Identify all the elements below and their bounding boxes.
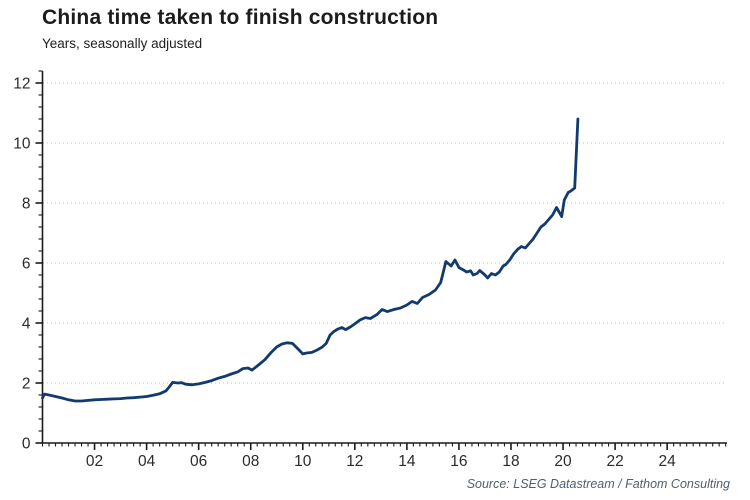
axes — [41, 71, 727, 444]
series-line — [41, 117, 580, 403]
svg-text:4: 4 — [22, 316, 31, 333]
svg-text:0: 0 — [22, 436, 31, 453]
svg-text:16: 16 — [450, 453, 467, 470]
svg-text:2: 2 — [22, 376, 31, 393]
svg-text:20: 20 — [554, 453, 572, 470]
page-title: China time taken to finish construction — [42, 6, 439, 29]
svg-text:8: 8 — [22, 196, 31, 213]
chart-header: China time taken to finish construction … — [42, 6, 438, 51]
svg-text:12: 12 — [346, 453, 363, 470]
y-tick-labels: 0 2 4 6 8 10 12 — [13, 76, 31, 453]
svg-text:10: 10 — [13, 136, 31, 153]
page-subtitle: Years, seasonally adjusted — [42, 36, 203, 51]
svg-text:24: 24 — [659, 453, 677, 470]
svg-text:02: 02 — [86, 453, 103, 470]
series — [41, 117, 580, 403]
svg-text:12: 12 — [13, 76, 30, 93]
y-ticks — [35, 70, 43, 444]
svg-text:22: 22 — [606, 453, 623, 470]
x-tick-labels: 02 04 06 08 10 12 14 16 18 20 22 24 — [86, 453, 676, 470]
svg-text:6: 6 — [22, 256, 31, 273]
y-gridlines — [43, 82, 727, 384]
svg-text:04: 04 — [138, 453, 156, 470]
x-ticks — [41, 443, 727, 450]
svg-text:06: 06 — [190, 453, 207, 470]
svg-text:08: 08 — [242, 453, 259, 470]
svg-text:10: 10 — [294, 453, 312, 470]
svg-text:14: 14 — [398, 453, 416, 470]
svg-text:18: 18 — [502, 453, 519, 470]
source-credit: Source: LSEG Datastream / Fathom Consult… — [466, 477, 730, 491]
